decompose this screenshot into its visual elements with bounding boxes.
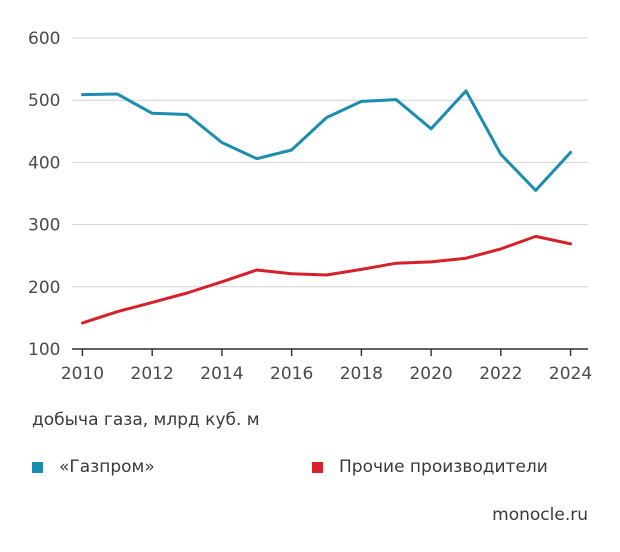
source-label: monocle.ru [492, 505, 588, 525]
series-line-other-producers [81, 234, 573, 325]
legend-item-gazprom: «Газпром» [32, 457, 155, 477]
series-lines [81, 89, 573, 325]
legend-swatch-other-producers [312, 461, 323, 473]
x-axis-ticks: 2010 2012 2014 2016 2018 2020 2022 2024 [61, 349, 592, 384]
legend-item-other-producers: Прочие производители [312, 457, 548, 477]
legend-label-other-producers: Прочие производители [339, 457, 548, 477]
y-tick-label-500: 500 [28, 91, 60, 111]
y-axis-label: добыча газа, млрд куб. м [32, 410, 260, 430]
x-tick-label-2022: 2022 [479, 364, 522, 384]
y-tick-label-600: 600 [28, 29, 60, 49]
y-tick-label-300: 300 [28, 216, 60, 236]
y-tick-label-200: 200 [28, 278, 60, 298]
x-tick-label-2014: 2014 [200, 364, 243, 384]
y-axis-ticks: 100 200 300 400 500 600 [28, 29, 60, 360]
x-tick-label-2016: 2016 [270, 364, 313, 384]
x-tick-label-2010: 2010 [61, 364, 104, 384]
grid-lines [72, 37, 588, 288]
legend-swatch-gazprom [32, 461, 43, 473]
x-tick-label-2024: 2024 [549, 364, 592, 384]
x-tick-label-2018: 2018 [340, 364, 383, 384]
y-tick-label-400: 400 [28, 153, 60, 173]
legend-label-gazprom: «Газпром» [59, 457, 155, 477]
y-tick-label-100: 100 [28, 340, 60, 360]
x-tick-label-2012: 2012 [131, 364, 174, 384]
x-tick-label-2020: 2020 [409, 364, 452, 384]
series-line-gazprom [81, 89, 573, 192]
